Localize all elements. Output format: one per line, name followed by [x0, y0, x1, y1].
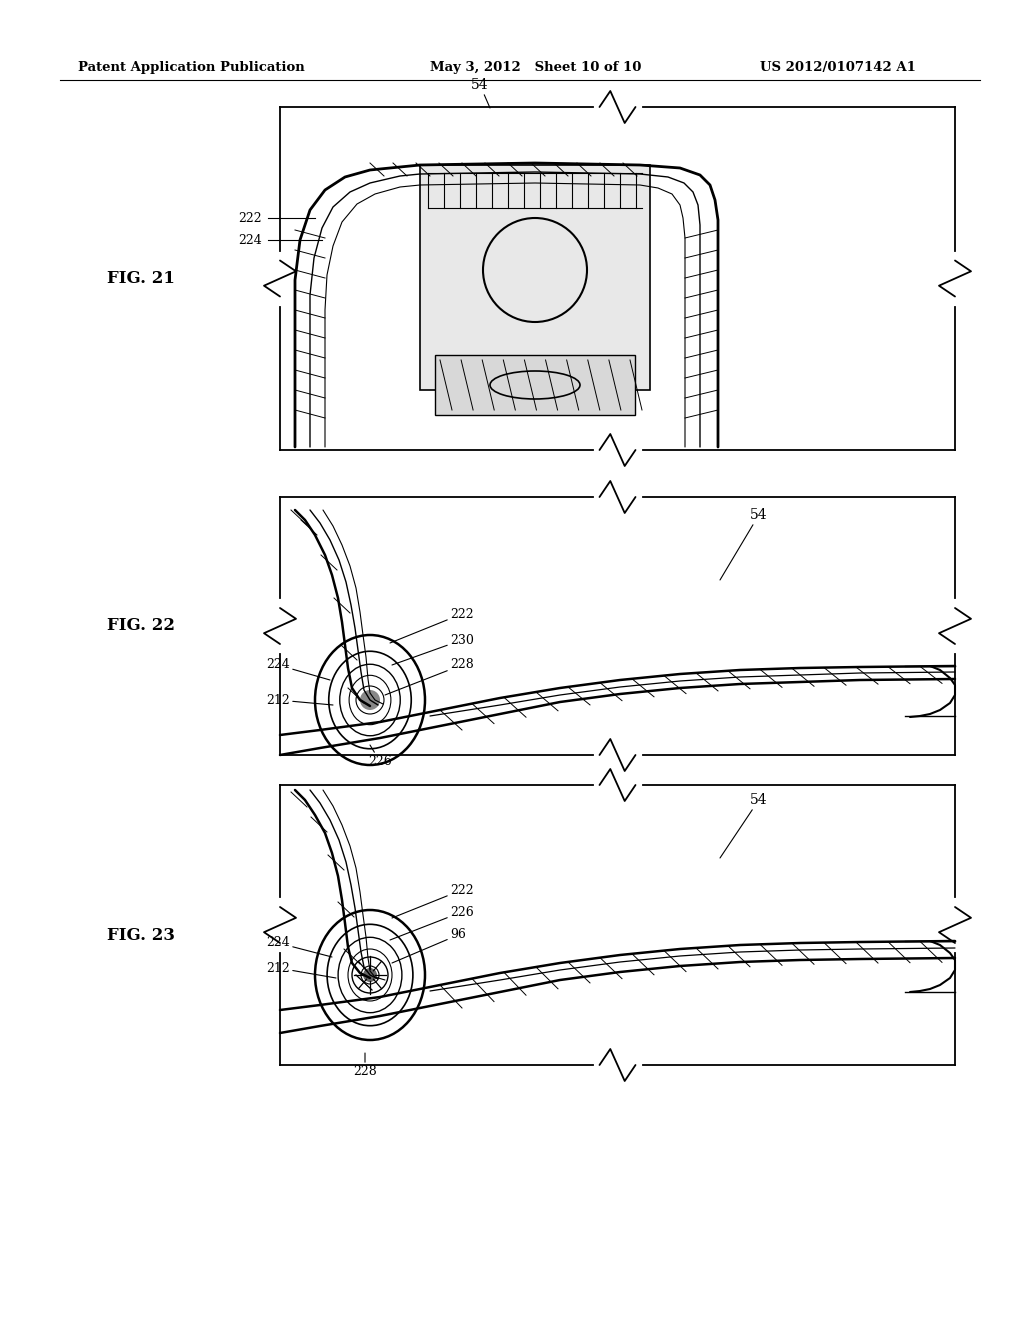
Circle shape: [362, 968, 377, 982]
Text: 96: 96: [392, 928, 466, 964]
Text: 228: 228: [353, 1053, 377, 1078]
Text: US 2012/0107142 A1: US 2012/0107142 A1: [760, 62, 915, 74]
Text: FIG. 23: FIG. 23: [108, 927, 175, 944]
Text: 224: 224: [266, 936, 332, 957]
Text: 224: 224: [266, 659, 330, 680]
Text: 226: 226: [368, 744, 392, 768]
Text: FIG. 21: FIG. 21: [108, 271, 175, 286]
Text: 230: 230: [392, 634, 474, 665]
Text: 54: 54: [720, 508, 768, 579]
Bar: [420, 165, 650, 389]
Bar: [435, 355, 635, 414]
Text: 54: 54: [720, 793, 768, 858]
Text: 222: 222: [392, 883, 474, 917]
Circle shape: [360, 690, 380, 710]
Text: 54: 54: [471, 78, 490, 108]
Text: May 3, 2012   Sheet 10 of 10: May 3, 2012 Sheet 10 of 10: [430, 62, 641, 74]
Text: FIG. 22: FIG. 22: [108, 618, 175, 635]
Text: Patent Application Publication: Patent Application Publication: [78, 62, 305, 74]
Text: 222: 222: [390, 607, 474, 643]
Text: 212: 212: [266, 693, 333, 706]
Text: 224: 224: [239, 234, 262, 247]
Text: 222: 222: [239, 211, 262, 224]
Text: 226: 226: [390, 906, 474, 940]
Text: 212: 212: [266, 961, 336, 978]
Text: 228: 228: [385, 659, 474, 696]
